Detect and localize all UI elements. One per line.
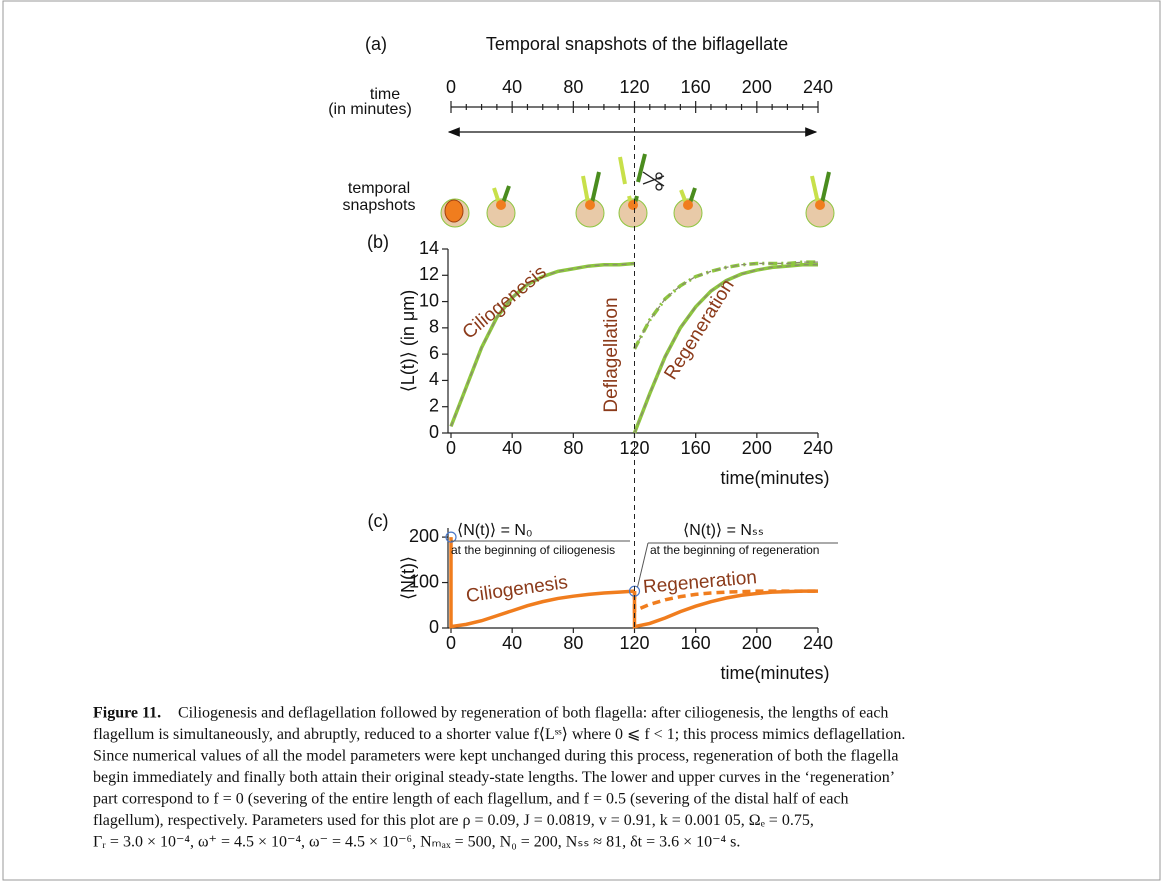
- annotation: Regeneration: [642, 567, 757, 598]
- data-line: [632, 589, 818, 614]
- y-tick-label: 2: [429, 395, 439, 415]
- y-tick-label: 10: [419, 290, 439, 310]
- x-tick-label: 40: [502, 438, 522, 458]
- annotation: Ciliogenesis: [459, 262, 551, 344]
- panel-title: Temporal snapshots of the biflagellate: [486, 34, 788, 54]
- data-line: [632, 589, 818, 629]
- caption-line: flagellum is simultaneously, and abruptl…: [93, 726, 905, 743]
- panel-label: (c): [368, 511, 389, 531]
- x-tick-label: 0: [446, 438, 456, 458]
- snapshots-label: snapshots: [343, 197, 416, 214]
- annotation: Regeneration: [660, 276, 738, 384]
- caption-line: part correspond to f = 0 (severing of th…: [93, 791, 849, 808]
- annotation: ⟨N(t)⟩ = Nₛₛ: [683, 522, 764, 539]
- annotation: Deflagellation: [601, 297, 622, 412]
- x-tick-label: 0: [446, 77, 456, 97]
- caption-line: begin immediately and finally both attai…: [93, 769, 895, 786]
- y-tick-label: 100: [409, 571, 439, 591]
- y-axis-label: ⟨N(t)⟩: [398, 556, 418, 600]
- y-tick-label: 0: [429, 617, 439, 637]
- axis-label: (in minutes): [328, 101, 412, 118]
- x-tick-label: 40: [502, 77, 522, 97]
- x-tick-label: 240: [803, 77, 833, 97]
- caption-line: Γᵣ = 3.0 × 10⁻⁴, ω⁺ = 4.5 × 10⁻⁴, ω⁻ = 4…: [93, 834, 740, 851]
- x-tick-label: 200: [742, 438, 772, 458]
- y-tick-label: 8: [429, 317, 439, 337]
- x-tick-label: 40: [502, 633, 522, 653]
- x-tick-label: 120: [619, 77, 649, 97]
- y-tick-label: 14: [419, 238, 439, 258]
- y-tick-label: 0: [429, 422, 439, 442]
- panel-label: (b): [367, 232, 389, 252]
- x-tick-label: 240: [803, 438, 833, 458]
- y-axis-label: ⟨L(t)⟩ (in μm): [398, 290, 418, 392]
- x-tick-label: 200: [742, 633, 772, 653]
- annotation: Ciliogenesis: [465, 572, 569, 607]
- x-tick-label: 200: [742, 77, 772, 97]
- caption-line: flagellum), respectively. Parameters use…: [93, 812, 814, 829]
- panel-label: (a): [365, 34, 387, 54]
- data-line-overlay: [450, 262, 635, 427]
- annotation: ⟨N(t)⟩ = N₀: [457, 522, 533, 539]
- y-tick-label: 4: [429, 369, 439, 389]
- x-tick-label: 240: [803, 633, 833, 653]
- data-line-overlay: [633, 261, 818, 350]
- x-tick-label: 160: [681, 633, 711, 653]
- data-line: [449, 537, 635, 629]
- highlight: [445, 531, 457, 543]
- leader: [637, 542, 649, 588]
- annotation: at the beginning of ciliogenesis: [451, 543, 615, 557]
- x-tick-label: 120: [619, 438, 649, 458]
- x-tick-label: 160: [681, 438, 711, 458]
- x-axis-label: time(minutes): [720, 663, 829, 683]
- caption-line: Ciliogenesis and deflagellation followed…: [178, 705, 888, 722]
- x-tick-label: 80: [563, 633, 583, 653]
- data-line-overlay: [633, 264, 818, 434]
- y-tick-label: 6: [429, 343, 439, 363]
- y-tick-label: 12: [419, 264, 439, 284]
- snapshot-icons: [440, 153, 835, 228]
- x-tick-label: 160: [681, 77, 711, 97]
- x-axis-label: time(minutes): [720, 468, 829, 488]
- caption-label: Figure 11.: [93, 705, 161, 722]
- x-tick-label: 0: [446, 633, 456, 653]
- caption-line: Since numerical values of all the model …: [93, 748, 898, 765]
- axis-label: time: [370, 86, 400, 103]
- annotation: at the beginning of regeneration: [650, 543, 819, 557]
- y-tick-label: 200: [409, 526, 439, 546]
- x-tick-label: 80: [563, 438, 583, 458]
- x-tick-label: 120: [619, 633, 649, 653]
- x-tick-label: 80: [563, 77, 583, 97]
- snapshots-label: temporal: [348, 180, 410, 197]
